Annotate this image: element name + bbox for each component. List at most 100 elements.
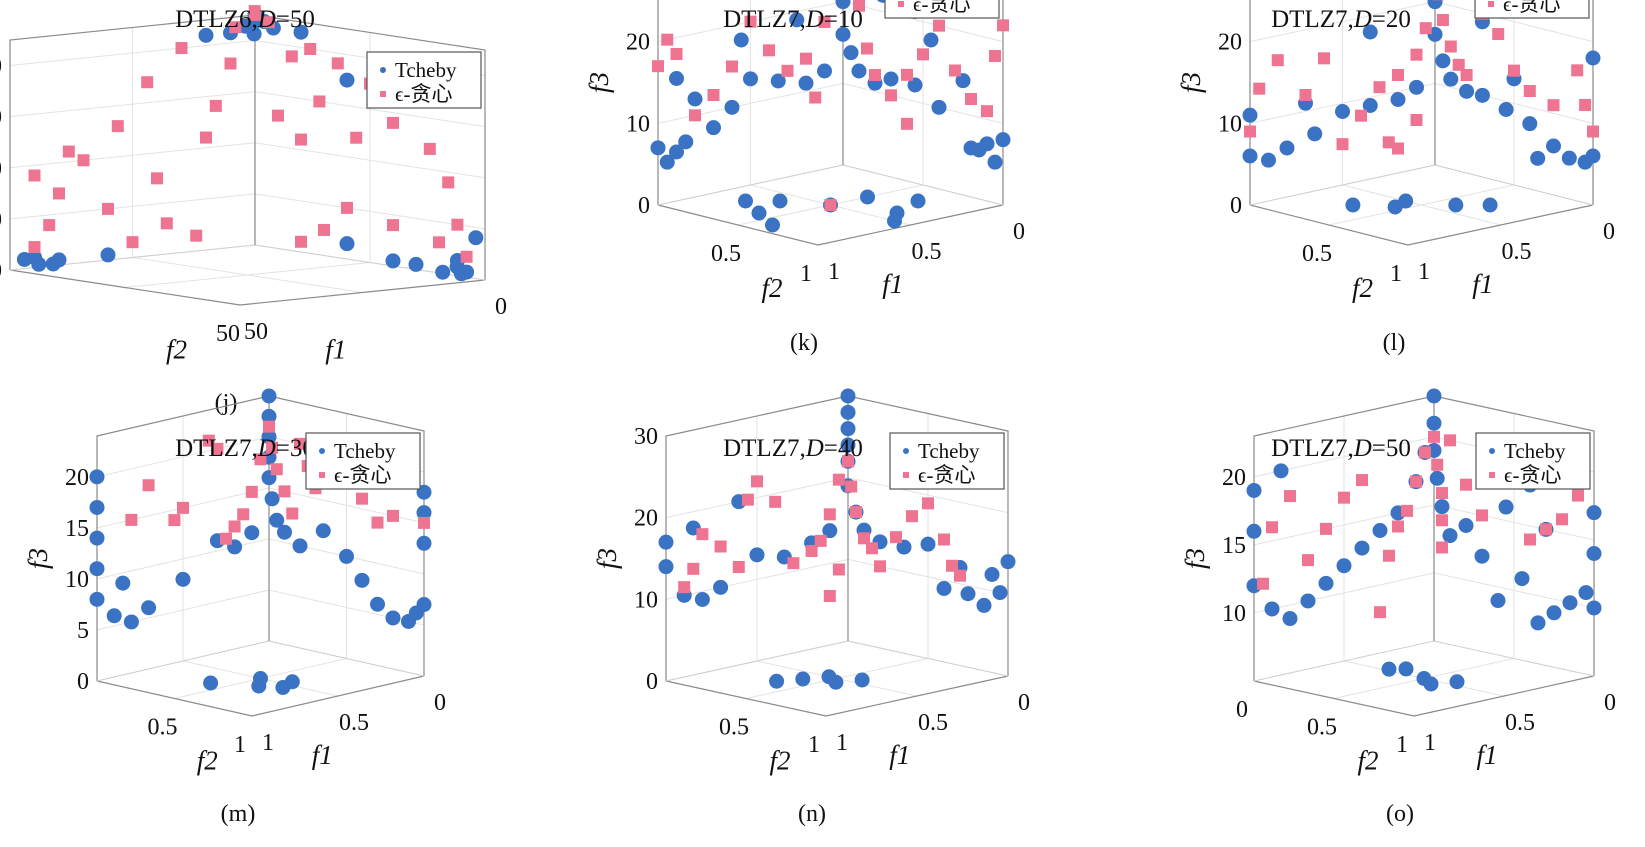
point-tcheby (385, 610, 401, 626)
point-epsilon-greedy (751, 475, 763, 488)
point-tcheby (123, 614, 139, 630)
point-tcheby (687, 91, 703, 107)
point-tcheby (339, 548, 354, 564)
point-epsilon-greedy (652, 60, 664, 73)
point-epsilon-greedy (800, 52, 812, 65)
point-tcheby (1578, 585, 1594, 601)
point-tcheby (931, 99, 947, 115)
point-epsilon-greedy (763, 44, 775, 57)
point-epsilon-greedy (1524, 533, 1536, 546)
tick-label-f2: 1 (1390, 261, 1402, 287)
point-tcheby (1318, 575, 1334, 591)
point-epsilon-greedy (1436, 14, 1449, 26)
point-epsilon-greedy (371, 516, 384, 529)
gridline-f1 (750, 0, 911, 226)
tick-label-f3: 20 (634, 506, 658, 532)
point-tcheby (724, 99, 740, 115)
point-epsilon-greedy (866, 542, 878, 555)
point-epsilon-greedy (670, 48, 683, 60)
axis-label-f1: f1 (312, 740, 333, 770)
point-epsilon-greedy (1419, 446, 1431, 459)
chart-title: DTLZ7,D=10 (723, 6, 863, 33)
axis-label-f1: f1 (325, 334, 346, 364)
point-tcheby (840, 388, 856, 404)
point-tcheby (658, 534, 674, 550)
point-tcheby (976, 597, 992, 613)
tick-label-f2: 1 (234, 732, 246, 758)
tick-label-f3: 10 (1218, 111, 1242, 137)
point-tcheby (1362, 24, 1378, 40)
point-tcheby (339, 236, 355, 252)
point-tcheby (31, 256, 47, 272)
legend-box (1475, 432, 1591, 490)
subfigure-caption: (m) (221, 801, 256, 827)
point-epsilon-greedy (245, 485, 258, 498)
point-tcheby (1490, 593, 1506, 609)
point-tcheby (264, 491, 280, 507)
point-epsilon-greedy (845, 480, 858, 493)
point-epsilon-greedy (286, 507, 299, 520)
subfigure-caption: (l) (1383, 330, 1406, 356)
point-tcheby (789, 12, 805, 28)
tick-label-f1: 0.5 (912, 239, 942, 265)
axis-label-f2: f2 (166, 334, 187, 364)
point-epsilon-greedy (1284, 490, 1296, 503)
point-epsilon-greedy (824, 199, 837, 211)
chart-title: DTLZ7,D=40 (723, 435, 863, 462)
axis-label-f1: f1 (889, 740, 910, 770)
tick-label-f2: 1 (1396, 732, 1408, 758)
point-tcheby (315, 523, 331, 539)
point-tcheby (198, 27, 214, 43)
point-epsilon-greedy (126, 236, 139, 249)
point-epsilon-greedy (451, 218, 464, 231)
point-epsilon-greedy (460, 250, 473, 263)
point-tcheby (835, 0, 851, 10)
point-tcheby (1562, 595, 1578, 611)
point-tcheby (658, 559, 674, 575)
point-epsilon-greedy (901, 117, 913, 130)
point-tcheby (840, 421, 856, 437)
point-epsilon-greedy (1460, 478, 1472, 491)
tick-label-f2: 0.5 (719, 715, 749, 741)
point-epsilon-greedy (1336, 138, 1349, 151)
point-tcheby (1335, 104, 1350, 119)
point-tcheby (16, 251, 32, 267)
point-tcheby (840, 404, 856, 420)
point-tcheby (669, 71, 684, 86)
point-tcheby (772, 193, 788, 209)
point-epsilon-greedy (313, 95, 326, 108)
legend-marker-epsilon-greedy (319, 472, 325, 478)
legend-box (366, 51, 482, 109)
point-epsilon-greedy (294, 437, 306, 450)
subfigure-caption: (o) (1386, 801, 1414, 827)
point-epsilon-greedy (1579, 99, 1592, 111)
point-epsilon-greedy (1428, 430, 1440, 443)
point-tcheby (269, 512, 285, 528)
point-epsilon-greedy (442, 176, 455, 189)
legend-marker-tcheby (903, 448, 909, 454)
point-epsilon-greedy (1244, 125, 1256, 138)
tick-label-f3: 10 (65, 567, 89, 593)
point-tcheby (1264, 601, 1280, 617)
point-tcheby (851, 63, 867, 79)
tick-label-f1: 0 (1018, 690, 1030, 716)
point-epsilon-greedy (1571, 64, 1584, 77)
point-epsilon-greedy (1436, 541, 1448, 554)
axis-floor-front (665, 675, 1009, 717)
point-tcheby (1546, 138, 1561, 154)
point-tcheby (923, 32, 939, 48)
point-epsilon-greedy (732, 561, 745, 573)
point-tcheby (106, 608, 122, 624)
point-epsilon-greedy (781, 64, 794, 77)
point-epsilon-greedy (1547, 99, 1560, 112)
point-tcheby (770, 73, 786, 89)
tick-label-f3: 0 (77, 669, 89, 695)
point-epsilon-greedy (318, 223, 330, 236)
point-epsilon-greedy (304, 42, 317, 55)
point-tcheby (769, 673, 785, 689)
gridline-f2 (737, 0, 924, 226)
point-epsilon-greedy (1452, 58, 1465, 71)
point-tcheby (920, 536, 936, 552)
